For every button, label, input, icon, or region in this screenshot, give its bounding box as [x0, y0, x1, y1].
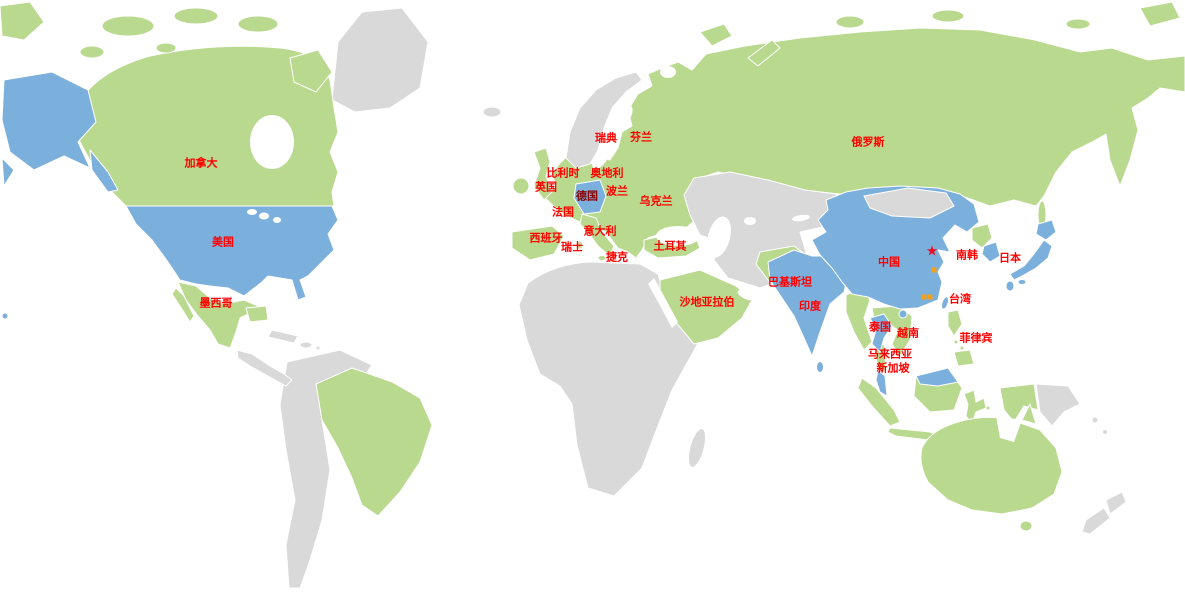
great-lakes	[259, 212, 269, 220]
country-label-mexico: 墨西哥	[199, 296, 233, 310]
region-russian-arctic-islands	[699, 1, 1181, 67]
region-papua-new-guinea	[1035, 383, 1108, 435]
country-label-china: 中国	[878, 255, 900, 269]
square-marker-square-3	[927, 294, 933, 300]
country-label-italy: 意大利	[583, 224, 617, 238]
region-mongolia	[863, 187, 955, 219]
region-iceland	[482, 106, 502, 118]
region-brazil	[315, 367, 433, 517]
region-greenland	[331, 7, 429, 113]
region-hainan	[898, 309, 908, 319]
lake-balkhash	[792, 214, 810, 222]
black-sea	[656, 226, 700, 246]
region-scandinavia	[565, 71, 643, 169]
region-hawaii	[1, 312, 9, 320]
country-label-austria: 奥地利	[590, 166, 624, 180]
country-label-finland: 芬兰	[630, 130, 652, 144]
persian-gulf	[737, 289, 755, 301]
inland-water	[247, 115, 810, 301]
country-label-philippines: 菲律宾	[959, 331, 993, 345]
region-north-korea	[971, 223, 993, 249]
country-label-singapore: 新加坡	[876, 361, 910, 375]
square-marker-square-1	[931, 267, 937, 273]
country-label-spain: 西班牙	[529, 231, 563, 245]
country-label-south-korea: 南韩	[956, 248, 978, 262]
great-lakes	[247, 209, 257, 215]
white-sea	[660, 66, 676, 78]
region-uk-ireland	[512, 147, 553, 201]
region-central-america	[236, 329, 321, 387]
country-label-japan: 日本	[999, 251, 1021, 265]
country-label-vietnam: 越南	[897, 326, 919, 340]
country-label-germany: 德国	[576, 189, 598, 203]
region-india	[767, 249, 851, 373]
region-usa	[1, 205, 339, 320]
region-china	[811, 185, 980, 319]
country-label-switzerland: 瑞士	[561, 240, 583, 254]
region-philippines	[947, 309, 975, 367]
red-sea	[648, 278, 678, 328]
country-label-turkey: 土耳其	[653, 239, 687, 253]
region-japan	[1005, 219, 1057, 292]
region-taiwan	[941, 296, 949, 310]
country-label-thailand: 泰国	[869, 320, 891, 334]
region-iberia	[511, 225, 565, 261]
region-south-korea	[981, 241, 1001, 263]
square-marker-square-2	[921, 294, 927, 300]
country-label-usa: 美国	[212, 235, 234, 249]
country-label-belgium: 比利时	[546, 166, 580, 180]
baltic-sea	[590, 104, 633, 170]
country-label-poland: 波兰	[606, 184, 628, 198]
hudson-bay	[250, 115, 294, 169]
country-label-ukraine: 乌克兰	[639, 194, 673, 208]
country-label-russia: 俄罗斯	[851, 135, 885, 149]
region-alaska	[1, 71, 119, 193]
gulf-of-carpentaria	[996, 416, 1022, 442]
region-korea	[971, 223, 1001, 263]
great-lakes	[273, 217, 281, 223]
region-malaysia	[875, 367, 959, 397]
region-germany	[573, 179, 607, 215]
region-sri-lanka	[816, 361, 824, 373]
region-italy	[577, 213, 615, 261]
country-label-czech: 捷克	[606, 250, 628, 264]
country-label-pakistan: 巴基斯坦	[768, 275, 812, 289]
region-africa	[518, 261, 711, 497]
region-thailand	[869, 313, 893, 353]
region-new-zealand	[1081, 491, 1127, 535]
country-label-malaysia: 马来西亚	[868, 347, 912, 361]
region-arctic-islands	[0, 1, 333, 93]
country-label-sweden: 瑞典	[595, 131, 617, 145]
country-label-canada: 加拿大	[184, 156, 218, 170]
aral-sea	[744, 217, 756, 225]
country-label-saudi-arabia: 沙地亚拉伯	[679, 295, 735, 309]
country-label-france: 法国	[552, 205, 574, 219]
country-label-taiwan: 台湾	[949, 292, 971, 306]
star-marker-star-1: ★	[925, 243, 939, 260]
country-label-uk: 英国	[535, 180, 557, 194]
region-mexico	[171, 281, 269, 349]
country-label-india: 印度	[799, 299, 821, 313]
caspian-sea	[707, 216, 731, 258]
